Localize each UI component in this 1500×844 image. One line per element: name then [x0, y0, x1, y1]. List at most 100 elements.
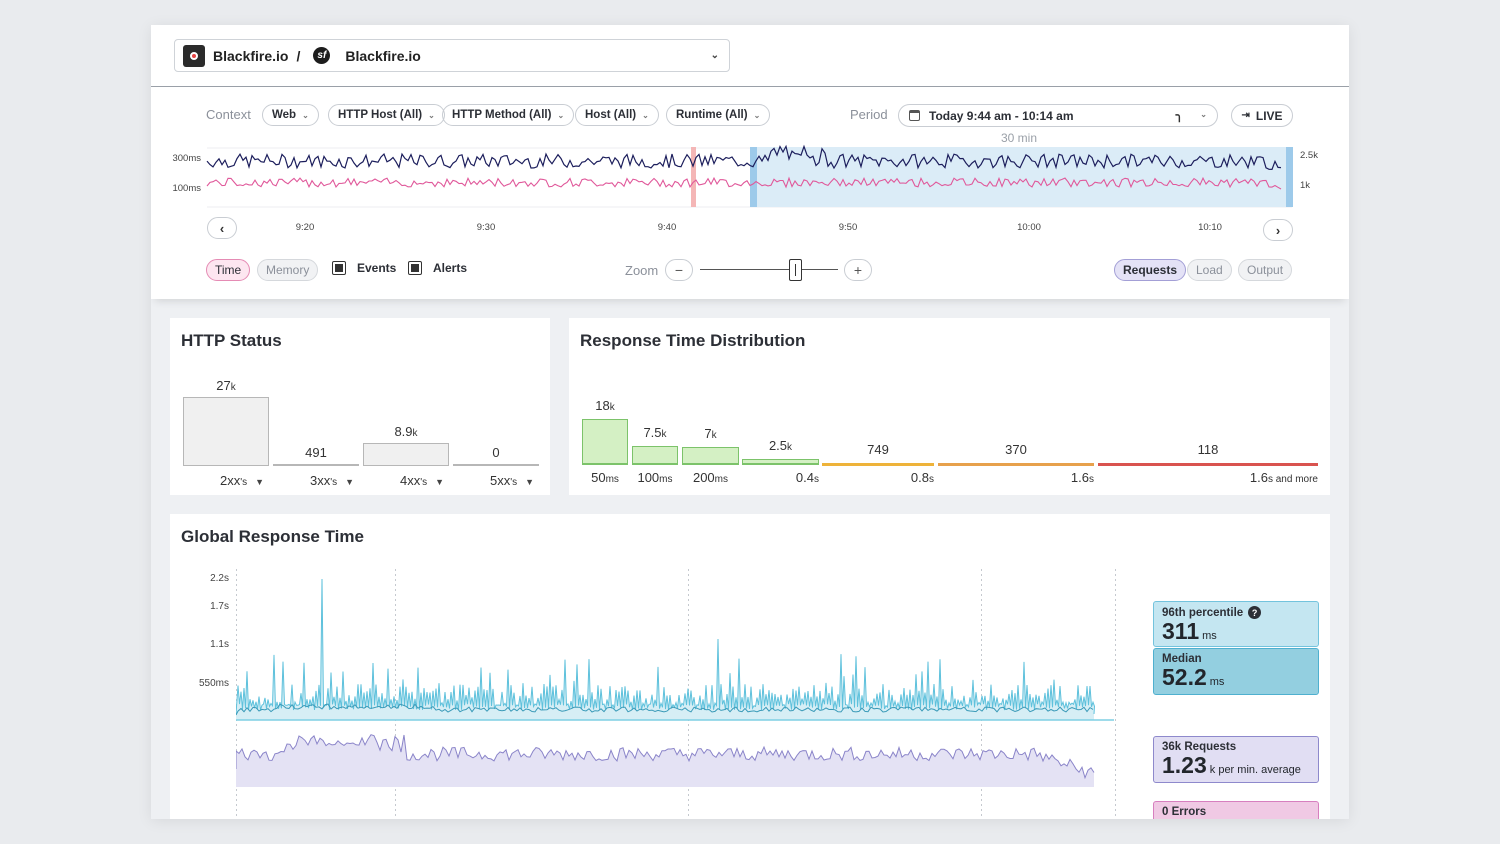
card-title: Global Response Time	[181, 527, 364, 546]
p96-stat: 96th percentile? 311 ms	[1153, 601, 1319, 647]
y-right-tick: 2.5k	[1300, 150, 1318, 161]
live-button[interactable]: ⇥ LIVE	[1231, 104, 1293, 127]
runtime-select[interactable]: Runtime (All) ⌄	[666, 104, 771, 126]
status-filter-3xx[interactable]: 3xx's ▼	[310, 473, 355, 488]
median-line	[236, 703, 1094, 716]
memory-series-line	[206, 176, 1282, 190]
response-line	[236, 578, 1096, 715]
zoom-slider-thumb[interactable]	[789, 259, 802, 281]
status-bar[interactable]	[453, 464, 539, 465]
topbar: Blackfire.io / sf Blackfire.io ⌄	[151, 25, 1349, 87]
http-host-select[interactable]: HTTP Host (All) ⌄	[328, 104, 445, 126]
host-select-label: Host (All)	[585, 109, 637, 121]
time-toggle[interactable]: Time	[206, 259, 251, 281]
distribution-bar[interactable]	[582, 419, 628, 465]
host-select[interactable]: Host (All) ⌄	[575, 104, 659, 126]
status-bar-value: 491	[305, 444, 327, 460]
chevron-left-icon: ‹	[219, 220, 225, 236]
tab-requests[interactable]: Requests	[1114, 259, 1187, 281]
distribution-threshold-label: 200ms	[692, 470, 729, 485]
p96-value: 311	[1162, 618, 1200, 644]
y-right-tick: 1k	[1300, 180, 1310, 191]
alerts-checkbox[interactable]: Alerts	[408, 261, 467, 275]
timeline-next-button[interactable]: ›	[1263, 219, 1293, 241]
period-picker[interactable]: Today 9:44 am - 10:14 am ╮ ⌄	[898, 104, 1218, 127]
chevron-down-icon: ⌄	[428, 110, 435, 120]
chevron-down-icon: ⌄	[1200, 110, 1207, 119]
median-unit: ms	[1209, 676, 1225, 688]
time-tick: 9:20	[296, 222, 315, 233]
requests-unit: k per min. average	[1209, 764, 1301, 776]
chevron-down-icon: ⌄	[753, 110, 761, 120]
event-marker[interactable]	[691, 147, 696, 207]
org-name: Blackfire.io	[213, 47, 289, 64]
chevron-down-icon: ⌄	[710, 50, 719, 61]
distribution-bar[interactable]	[938, 463, 1094, 466]
status-bar-value: 0	[492, 445, 500, 460]
timeline-prev-button[interactable]: ‹	[207, 217, 237, 239]
status-baseline	[453, 465, 539, 466]
status-bar[interactable]	[183, 397, 269, 465]
zoom-out-button[interactable]: −	[665, 259, 693, 281]
status-bar-value: 8.9k	[394, 423, 418, 439]
pin-icon[interactable]: ╮	[1175, 108, 1183, 122]
status-filter-2xx[interactable]: 2xx's ▼	[220, 473, 265, 488]
events-checkbox[interactable]: Events	[332, 261, 396, 275]
y-axis-label: 550ms	[198, 678, 229, 689]
context-select-label: Web	[272, 109, 297, 121]
status-baseline	[183, 465, 269, 466]
range-handle-right[interactable]	[1286, 147, 1293, 207]
filters-panel: Context Web ⌄ HTTP Host (All) ⌄ HTTP Metho…	[151, 87, 1349, 299]
environment-selector[interactable]: Blackfire.io / sf Blackfire.io ⌄	[174, 39, 730, 72]
requests-area	[236, 734, 1094, 787]
distribution-bar[interactable]	[632, 445, 678, 465]
timeline-chart[interactable]: 300ms 100ms 2.5k 1k 9:20 9:30 9:40 9:50 …	[167, 143, 1337, 243]
breadcrumb-separator: /	[296, 47, 301, 64]
zoom-slider-track[interactable]	[700, 269, 838, 270]
status-bar[interactable]	[363, 442, 449, 465]
distribution-bar-value: 749	[867, 442, 889, 457]
status-bar-value: 27k	[216, 378, 236, 393]
environment-name: Blackfire.io	[345, 47, 421, 64]
context-select[interactable]: Web ⌄	[262, 104, 319, 126]
status-bar[interactable]	[273, 463, 359, 465]
distribution-bar[interactable]	[822, 463, 934, 466]
period-label: Period	[850, 107, 888, 122]
status-baseline	[363, 465, 449, 466]
runtime-select-label: Runtime (All)	[676, 109, 748, 121]
status-filter-4xx[interactable]: 4xx's ▼	[400, 473, 445, 488]
memory-toggle[interactable]: Memory	[257, 259, 319, 281]
distribution-bar-value: 7.5k	[643, 424, 667, 440]
distribution-threshold-label: 100ms	[637, 470, 673, 485]
http-method-select[interactable]: HTTP Method (All) ⌄	[442, 104, 575, 126]
caret-down-icon: ▼	[525, 477, 535, 487]
requests-stat: 36k Requests 1.23 k per min. average	[1153, 736, 1319, 783]
distribution-bar[interactable]	[742, 458, 819, 465]
status-filter-5xx[interactable]: 5xx's ▼	[490, 473, 535, 488]
http-status-card: HTTP Status 27k 2xx's ▼ 491 3xx's ▼ 8.9k 4xx's ▼…	[170, 318, 550, 495]
y-left-tick: 300ms	[172, 153, 201, 164]
alerts-label: Alerts	[433, 261, 468, 275]
context-label: Context	[206, 107, 251, 122]
app-window: Blackfire.io / sf Blackfire.io ⌄ Context…	[151, 25, 1349, 819]
http-method-select-label: HTTP Method (All)	[452, 109, 552, 121]
time-tick: 10:10	[1198, 222, 1222, 233]
global-response-chart[interactable]	[236, 569, 1116, 819]
tab-load[interactable]: Load	[1187, 259, 1232, 281]
y-axis-label: 1.1s	[210, 639, 229, 650]
tab-output[interactable]: Output	[1238, 259, 1293, 281]
distribution-bar[interactable]	[1098, 463, 1318, 466]
range-handle-left[interactable]	[750, 147, 757, 207]
symfony-logo-icon: sf	[313, 47, 331, 64]
time-tick: 9:30	[477, 222, 496, 233]
skip-forward-icon: ⇥	[1241, 110, 1250, 121]
help-icon[interactable]: ?	[1248, 606, 1262, 619]
distribution-bar[interactable]	[682, 447, 739, 465]
selection-duration: 30 min	[1001, 131, 1038, 145]
zoom-in-button[interactable]: +	[844, 259, 872, 281]
selected-range[interactable]	[751, 147, 1292, 207]
chevron-down-icon: ⌄	[557, 110, 565, 120]
y-axis-label: 2.2s	[210, 573, 229, 584]
caret-down-icon: ▼	[255, 477, 265, 487]
minus-icon: −	[674, 262, 684, 278]
